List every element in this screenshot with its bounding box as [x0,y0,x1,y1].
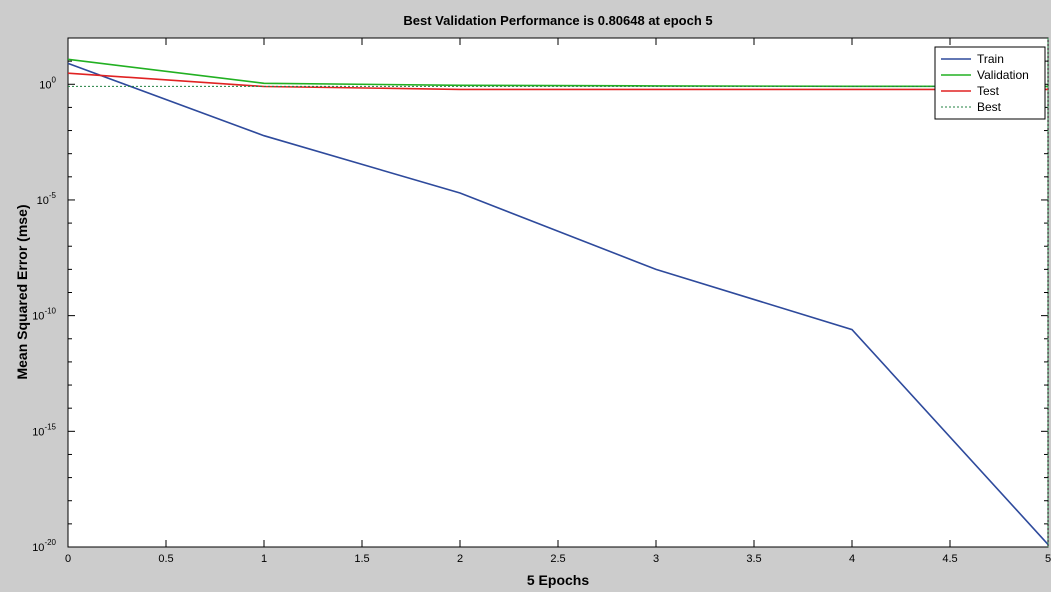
legend-label: Test [977,84,1000,98]
y-tick-label: 100 [39,75,56,91]
chart-title: Best Validation Performance is 0.80648 a… [403,13,712,28]
y-tick-base: 10 [37,195,49,207]
x-tick-label: 5 [1045,553,1051,565]
legend-label: Train [977,52,1004,66]
legend: Train Validation Test Best [934,46,1046,120]
x-tick-label: 2 [457,553,463,565]
y-tick-base: 10 [39,79,51,91]
series-line-test [67,72,1048,91]
y-tick-exponent: 0 [52,75,57,84]
series-line-train [67,62,1049,545]
y-tick-base: 10 [32,426,44,438]
y-tick-exponent: -20 [44,538,56,547]
x-axis-title: 5 Epochs [527,572,589,588]
y-axis-title: Mean Squared Error (mse) [14,204,30,379]
x-tick-label: 0 [65,553,71,565]
lines-layer [67,38,1049,547]
y-tick-label: 10-5 [37,191,57,207]
ticks-layer: 0 0.5 1 1.5 2 2.5 3 3.5 4 4.5 510010-510-1010-1510… [32,37,1051,565]
x-tick-label: 3 [653,553,659,565]
y-tick-exponent: -5 [49,191,57,200]
legend-label: Best [977,100,1002,114]
y-tick-label: 10-10 [32,307,56,323]
y-tick-base: 10 [32,311,44,323]
y-tick-exponent: -15 [44,422,56,431]
x-tick-label: 2.5 [550,553,565,565]
plot-area [67,37,1049,548]
y-tick-base: 10 [32,542,44,554]
x-tick-label: 1.5 [354,553,369,565]
legend-label: Validation [977,68,1029,82]
x-tick-label: 4.5 [942,553,957,565]
y-tick-label: 10-20 [32,538,56,554]
y-tick-label: 10-15 [32,422,56,438]
x-tick-label: 3.5 [746,553,761,565]
x-tick-label: 0.5 [158,553,173,565]
y-tick-exponent: -10 [44,307,56,316]
x-tick-label: 4 [849,553,855,565]
x-tick-label: 1 [261,553,267,565]
